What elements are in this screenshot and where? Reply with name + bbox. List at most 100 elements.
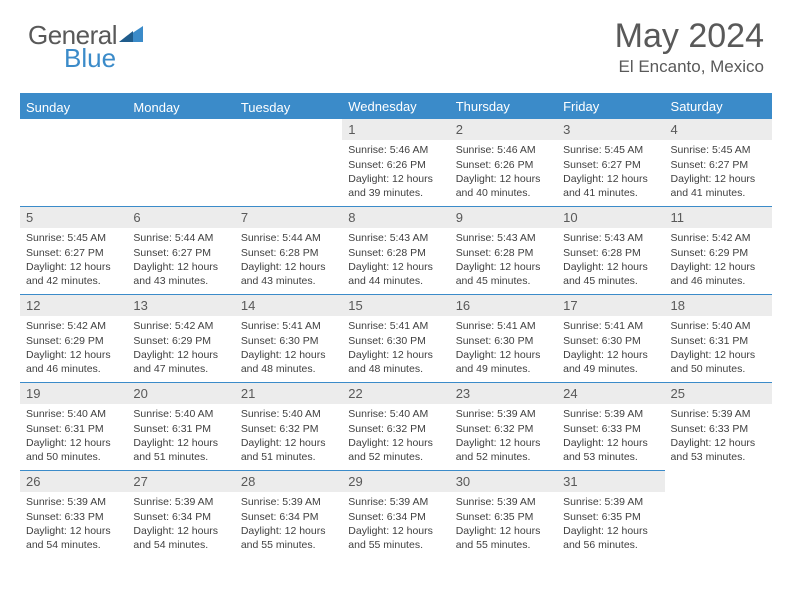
calendar-day-cell: 13Sunrise: 5:42 AMSunset: 6:29 PMDayligh… — [127, 295, 234, 383]
day-info: Sunrise: 5:44 AMSunset: 6:27 PMDaylight:… — [127, 228, 234, 291]
day-number: 6 — [127, 207, 234, 228]
calendar-day-cell: 3Sunrise: 5:45 AMSunset: 6:27 PMDaylight… — [557, 119, 664, 207]
calendar-day-cell — [127, 119, 234, 207]
calendar-day-cell: 25Sunrise: 5:39 AMSunset: 6:33 PMDayligh… — [665, 383, 772, 471]
calendar-day-cell: 31Sunrise: 5:39 AMSunset: 6:35 PMDayligh… — [557, 471, 664, 559]
day-number: 12 — [20, 295, 127, 316]
day-info: Sunrise: 5:39 AMSunset: 6:35 PMDaylight:… — [557, 492, 664, 555]
calendar-day-cell: 27Sunrise: 5:39 AMSunset: 6:34 PMDayligh… — [127, 471, 234, 559]
day-number: 4 — [665, 119, 772, 140]
calendar-day-cell: 19Sunrise: 5:40 AMSunset: 6:31 PMDayligh… — [20, 383, 127, 471]
calendar-day-cell: 14Sunrise: 5:41 AMSunset: 6:30 PMDayligh… — [235, 295, 342, 383]
day-number: 25 — [665, 383, 772, 404]
day-number: 7 — [235, 207, 342, 228]
day-info: Sunrise: 5:43 AMSunset: 6:28 PMDaylight:… — [342, 228, 449, 291]
day-info: Sunrise: 5:39 AMSunset: 6:34 PMDaylight:… — [342, 492, 449, 555]
day-info: Sunrise: 5:39 AMSunset: 6:34 PMDaylight:… — [235, 492, 342, 555]
day-info: Sunrise: 5:40 AMSunset: 6:32 PMDaylight:… — [342, 404, 449, 467]
day-info: Sunrise: 5:42 AMSunset: 6:29 PMDaylight:… — [665, 228, 772, 291]
day-info: Sunrise: 5:41 AMSunset: 6:30 PMDaylight:… — [557, 316, 664, 379]
day-info: Sunrise: 5:40 AMSunset: 6:31 PMDaylight:… — [20, 404, 127, 467]
day-of-week-header: Monday — [127, 94, 234, 119]
calendar-day-cell: 26Sunrise: 5:39 AMSunset: 6:33 PMDayligh… — [20, 471, 127, 559]
calendar-day-cell: 29Sunrise: 5:39 AMSunset: 6:34 PMDayligh… — [342, 471, 449, 559]
day-of-week-header: Friday — [557, 94, 664, 119]
day-info: Sunrise: 5:39 AMSunset: 6:35 PMDaylight:… — [450, 492, 557, 555]
calendar-week-row: 19Sunrise: 5:40 AMSunset: 6:31 PMDayligh… — [20, 383, 772, 471]
logo-triangle-icon — [119, 18, 143, 49]
day-info: Sunrise: 5:41 AMSunset: 6:30 PMDaylight:… — [450, 316, 557, 379]
calendar-table: SundayMondayTuesdayWednesdayThursdayFrid… — [20, 93, 772, 559]
day-number: 19 — [20, 383, 127, 404]
day-number: 15 — [342, 295, 449, 316]
day-of-week-header: Wednesday — [342, 94, 449, 119]
day-info: Sunrise: 5:42 AMSunset: 6:29 PMDaylight:… — [20, 316, 127, 379]
day-number: 16 — [450, 295, 557, 316]
day-info: Sunrise: 5:40 AMSunset: 6:32 PMDaylight:… — [235, 404, 342, 467]
day-number: 8 — [342, 207, 449, 228]
calendar-day-cell: 1Sunrise: 5:46 AMSunset: 6:26 PMDaylight… — [342, 119, 449, 207]
day-of-week-header: Saturday — [665, 94, 772, 119]
calendar-day-cell — [665, 471, 772, 559]
calendar-week-row: 5Sunrise: 5:45 AMSunset: 6:27 PMDaylight… — [20, 207, 772, 295]
day-number: 3 — [557, 119, 664, 140]
day-info: Sunrise: 5:42 AMSunset: 6:29 PMDaylight:… — [127, 316, 234, 379]
calendar-day-cell: 5Sunrise: 5:45 AMSunset: 6:27 PMDaylight… — [20, 207, 127, 295]
calendar-header-row: SundayMondayTuesdayWednesdayThursdayFrid… — [20, 94, 772, 119]
day-info: Sunrise: 5:41 AMSunset: 6:30 PMDaylight:… — [342, 316, 449, 379]
day-info: Sunrise: 5:43 AMSunset: 6:28 PMDaylight:… — [557, 228, 664, 291]
day-number: 22 — [342, 383, 449, 404]
calendar-day-cell: 21Sunrise: 5:40 AMSunset: 6:32 PMDayligh… — [235, 383, 342, 471]
day-number: 28 — [235, 471, 342, 492]
calendar-day-cell: 2Sunrise: 5:46 AMSunset: 6:26 PMDaylight… — [450, 119, 557, 207]
calendar-day-cell: 7Sunrise: 5:44 AMSunset: 6:28 PMDaylight… — [235, 207, 342, 295]
day-number: 30 — [450, 471, 557, 492]
day-info: Sunrise: 5:39 AMSunset: 6:32 PMDaylight:… — [450, 404, 557, 467]
page-title: May 2024 — [615, 18, 764, 55]
day-number: 1 — [342, 119, 449, 140]
day-info: Sunrise: 5:40 AMSunset: 6:31 PMDaylight:… — [127, 404, 234, 467]
day-info: Sunrise: 5:43 AMSunset: 6:28 PMDaylight:… — [450, 228, 557, 291]
day-of-week-header: Tuesday — [235, 94, 342, 119]
day-info: Sunrise: 5:41 AMSunset: 6:30 PMDaylight:… — [235, 316, 342, 379]
calendar-week-row: 1Sunrise: 5:46 AMSunset: 6:26 PMDaylight… — [20, 119, 772, 207]
day-info: Sunrise: 5:45 AMSunset: 6:27 PMDaylight:… — [665, 140, 772, 203]
day-of-week-header: Thursday — [450, 94, 557, 119]
day-number: 11 — [665, 207, 772, 228]
calendar-day-cell: 11Sunrise: 5:42 AMSunset: 6:29 PMDayligh… — [665, 207, 772, 295]
calendar-day-cell: 23Sunrise: 5:39 AMSunset: 6:32 PMDayligh… — [450, 383, 557, 471]
calendar-day-cell: 4Sunrise: 5:45 AMSunset: 6:27 PMDaylight… — [665, 119, 772, 207]
day-of-week-header: Sunday — [20, 94, 127, 119]
calendar-day-cell: 8Sunrise: 5:43 AMSunset: 6:28 PMDaylight… — [342, 207, 449, 295]
calendar-day-cell — [20, 119, 127, 207]
logo: GeneralBlue — [28, 18, 143, 74]
day-number: 20 — [127, 383, 234, 404]
day-info: Sunrise: 5:46 AMSunset: 6:26 PMDaylight:… — [342, 140, 449, 203]
calendar-day-cell: 6Sunrise: 5:44 AMSunset: 6:27 PMDaylight… — [127, 207, 234, 295]
title-block: May 2024 El Encanto, Mexico — [615, 18, 764, 77]
calendar-day-cell: 18Sunrise: 5:40 AMSunset: 6:31 PMDayligh… — [665, 295, 772, 383]
day-number: 27 — [127, 471, 234, 492]
day-number: 29 — [342, 471, 449, 492]
calendar-day-cell: 20Sunrise: 5:40 AMSunset: 6:31 PMDayligh… — [127, 383, 234, 471]
day-number: 31 — [557, 471, 664, 492]
day-number: 18 — [665, 295, 772, 316]
day-number: 10 — [557, 207, 664, 228]
day-info: Sunrise: 5:39 AMSunset: 6:33 PMDaylight:… — [557, 404, 664, 467]
day-info: Sunrise: 5:39 AMSunset: 6:34 PMDaylight:… — [127, 492, 234, 555]
page-subtitle: El Encanto, Mexico — [615, 57, 764, 77]
day-number: 21 — [235, 383, 342, 404]
day-number: 5 — [20, 207, 127, 228]
calendar-day-cell: 24Sunrise: 5:39 AMSunset: 6:33 PMDayligh… — [557, 383, 664, 471]
calendar-day-cell: 30Sunrise: 5:39 AMSunset: 6:35 PMDayligh… — [450, 471, 557, 559]
calendar-day-cell: 22Sunrise: 5:40 AMSunset: 6:32 PMDayligh… — [342, 383, 449, 471]
calendar-day-cell: 15Sunrise: 5:41 AMSunset: 6:30 PMDayligh… — [342, 295, 449, 383]
day-number: 9 — [450, 207, 557, 228]
calendar-day-cell: 12Sunrise: 5:42 AMSunset: 6:29 PMDayligh… — [20, 295, 127, 383]
header: GeneralBlue May 2024 El Encanto, Mexico — [0, 0, 792, 85]
calendar-week-row: 12Sunrise: 5:42 AMSunset: 6:29 PMDayligh… — [20, 295, 772, 383]
calendar-day-cell — [235, 119, 342, 207]
calendar-day-cell: 17Sunrise: 5:41 AMSunset: 6:30 PMDayligh… — [557, 295, 664, 383]
calendar-week-row: 26Sunrise: 5:39 AMSunset: 6:33 PMDayligh… — [20, 471, 772, 559]
day-info: Sunrise: 5:39 AMSunset: 6:33 PMDaylight:… — [20, 492, 127, 555]
